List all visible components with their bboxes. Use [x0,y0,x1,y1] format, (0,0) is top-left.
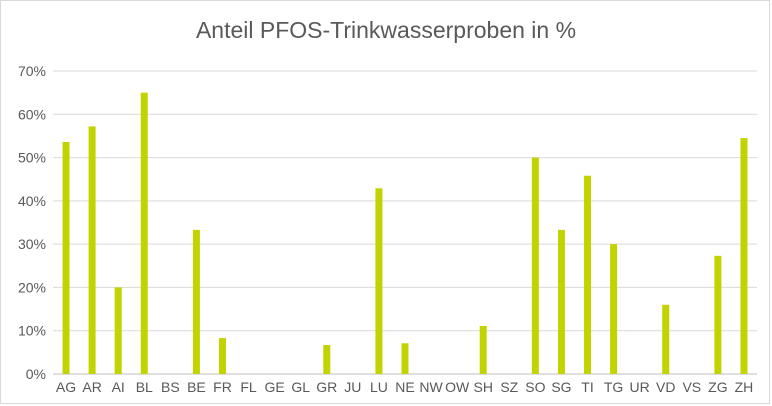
bar-ti [584,175,592,374]
chart-title: Anteil PFOS-Trinkwasserproben in % [195,17,577,43]
x-tick-label: NE [395,379,414,395]
x-tick-label: GR [316,379,337,395]
x-tick-label: TG [604,379,623,395]
bar-sh [479,325,487,374]
bar-vd [662,304,670,374]
x-tick-label: TI [581,379,593,395]
bar-ar [88,126,96,374]
x-tick-label: JU [344,379,361,395]
y-tick-label: 0% [26,366,46,382]
bar-zg [714,255,722,374]
x-tick-label: ZG [708,379,727,395]
bar-be [192,229,200,374]
bar-ai [114,287,122,374]
x-tick-label: VS [682,379,701,395]
y-tick-label: 20% [18,279,46,295]
y-tick-label: 30% [18,236,46,252]
y-tick-label: 50% [18,150,46,166]
bar-zh [740,138,748,374]
x-tick-label: GE [265,379,285,395]
x-tick-label: SH [473,379,492,395]
x-tick-label: ZH [735,379,754,395]
x-tick-label: FR [213,379,232,395]
y-tick-label: 70% [18,63,46,79]
bar-fr [218,338,226,374]
x-tick-label: AR [82,379,101,395]
bar-gr [323,344,331,374]
y-tick-label: 10% [18,323,46,339]
x-tick-label: LU [370,379,388,395]
x-tick-label: VD [656,379,675,395]
bar-ag [62,141,70,374]
x-tick-label: SZ [500,379,518,395]
x-tick-label: SG [551,379,571,395]
x-tick-label: SO [525,379,545,395]
bar-sg [557,229,565,374]
bar-ne [401,343,409,374]
bar-tg [610,244,618,374]
x-tick-label: BS [161,379,180,395]
x-tick-label: AG [56,379,76,395]
x-tick-label: UR [630,379,650,395]
x-tick-label: BE [187,379,206,395]
x-tick-label: BL [136,379,153,395]
bar-lu [375,188,383,374]
bar-so [531,157,539,374]
bar-bl [140,92,148,375]
x-tick-label: FL [240,379,257,395]
y-tick-label: 40% [18,193,46,209]
x-tick-label: GL [291,379,310,395]
x-tick-label: OW [445,379,470,395]
y-tick-label: 60% [18,106,46,122]
x-tick-label: AI [112,379,125,395]
x-tick-label: NW [419,379,443,395]
